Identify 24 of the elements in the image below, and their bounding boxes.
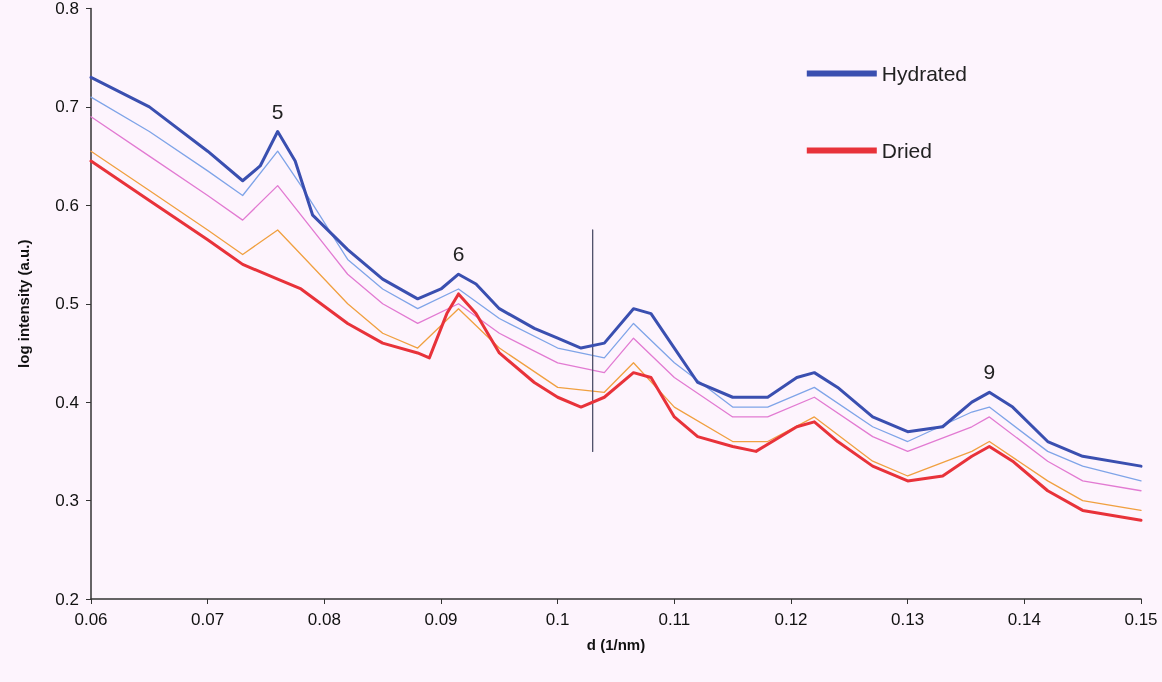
x-tick-label: 0.12	[774, 610, 808, 629]
x-tick-label: 0.1	[545, 610, 570, 629]
y-tick-label: 0.7	[55, 97, 79, 117]
y-tick-label: 0.3	[55, 491, 79, 511]
x-tick-label: 0.15	[1124, 610, 1158, 629]
x-tick-label: 0.13	[891, 610, 925, 629]
y-tick-label: 0.2	[55, 589, 79, 609]
legend-label: Dried	[881, 139, 932, 162]
x-tick-label: 0.09	[424, 610, 458, 629]
x-tick-label: 0.11	[658, 610, 691, 629]
y-tick-label: 0.8	[55, 0, 79, 18]
x-tick-label: 0.08	[307, 610, 341, 629]
annotation: 9	[983, 360, 996, 384]
y-axis-title: log intensity (a.u.)	[15, 239, 32, 368]
y-tick-label: 0.6	[55, 195, 79, 215]
x-axis-title: d (1/nm)	[586, 636, 646, 653]
x-tick-label: 0.14	[1007, 610, 1041, 629]
x-tick-label: 0.06	[74, 610, 108, 629]
legend-label: Hydrated	[881, 62, 968, 85]
y-tick-label: 0.5	[55, 294, 79, 314]
y-tick-label: 0.4	[55, 392, 79, 412]
annotation: 6	[452, 242, 465, 266]
annotation: 5	[271, 99, 284, 123]
x-tick-label: 0.07	[191, 610, 225, 629]
